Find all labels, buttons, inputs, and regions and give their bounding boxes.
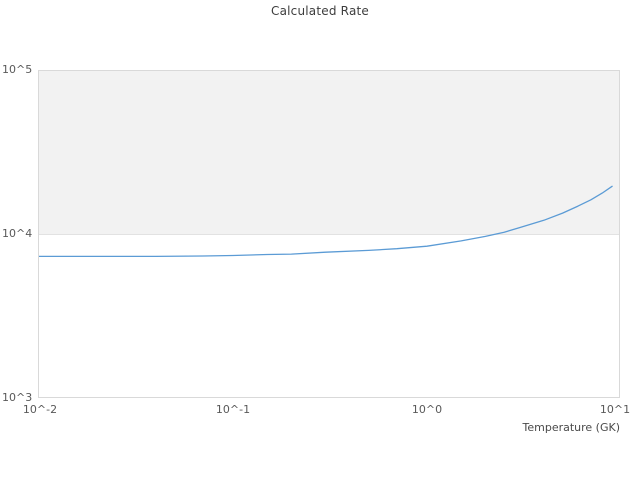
x-tick-10e1: 10^1 (599, 403, 631, 416)
x-tick-10e-2: 10^-2 (22, 403, 58, 416)
y-tick-10e5: 10^5 (2, 63, 33, 76)
x-axis-title: Temperature (GK) (522, 421, 621, 434)
x-tick-10e0: 10^0 (411, 403, 443, 416)
rate-line (39, 185, 613, 258)
x-tick-10e-1: 10^-1 (215, 403, 251, 416)
plot-area (38, 70, 620, 398)
y-tick-10e4: 10^4 (2, 227, 33, 240)
decade-band-10e4-10e5 (39, 71, 619, 235)
rate-line-chart (39, 185, 613, 258)
y-tick-10e3: 10^3 (2, 391, 33, 404)
chart-title: Calculated Rate (271, 4, 369, 18)
